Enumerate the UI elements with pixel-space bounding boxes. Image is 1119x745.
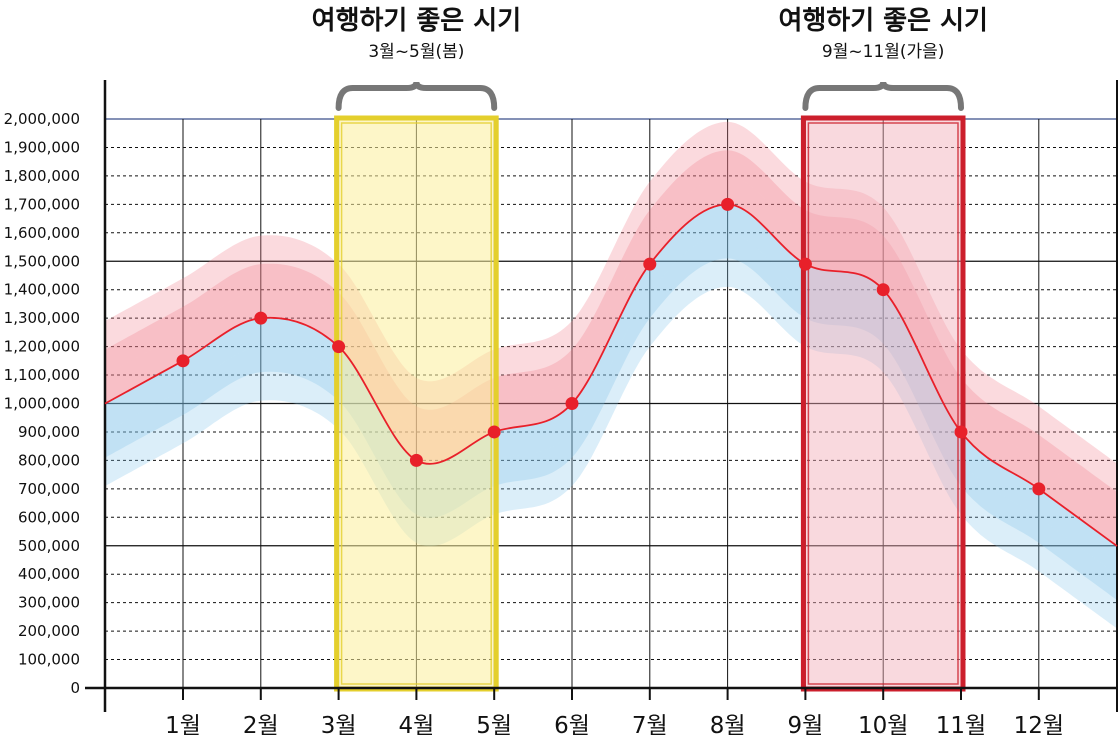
highlight-inner-border [340,122,492,685]
bracket [802,81,964,111]
red-band [105,150,1117,518]
y-tick-label: 1,700,000 [4,195,80,213]
series-line [104,203,1118,547]
x-tick-label: 4월 [399,713,435,739]
y-tick-label: 400,000 [18,565,80,583]
y-tick-label: 200,000 [18,622,80,640]
blue-band [105,204,1117,629]
y-tick-label: 500,000 [18,537,80,555]
data-point [876,283,890,297]
data-point [254,311,268,325]
y-tick-label: 1,500,000 [4,252,80,270]
y-tick-label: 1,600,000 [4,224,80,242]
y-tick-label: 100,000 [18,651,80,669]
data-point [176,354,190,368]
x-tick-label: 1월 [165,713,201,739]
x-tick-label: 7월 [632,713,668,739]
y-tick-label: 1,800,000 [4,167,80,185]
x-tick-label: 12월 [1014,713,1064,739]
data-point [565,397,579,410]
data-point [332,340,346,354]
red-band [105,175,1117,546]
data-point [954,425,968,439]
labels: 여행하기 좋은 시기 3월~5월(봄) 여행하기 좋은 시기 9월~11월(가을) 0 1… [4,6,1064,739]
highlight-subtitle: 3월~5월(봄) [368,42,464,62]
data-point [1032,482,1046,496]
y-tick-label: 1,900,000 [4,138,80,156]
y-tick-label: 600,000 [18,508,80,526]
axes [85,80,1118,712]
bracket [335,81,498,111]
highlight-title: 여행하기 좋은 시기 [778,6,987,36]
y-tick-label: 2,000,000 [4,110,80,128]
y-tick-label: 1,400,000 [4,281,80,299]
highlight-region [334,115,499,692]
data-point [721,197,735,211]
y-tick-label: 0 [70,679,80,697]
x-tick-label: 2월 [243,713,279,739]
data-point [798,257,812,271]
y-tick-label: 800,000 [18,451,80,469]
data-point [643,257,657,271]
y-tick-label: 1,200,000 [4,338,80,356]
y-tick-label: 1,000,000 [4,395,80,413]
y-tick-label: 900,000 [18,423,80,441]
y-tick-label: 700,000 [18,480,80,498]
x-tick-label: 8월 [710,713,746,739]
x-tick-label: 11월 [936,713,986,739]
series [104,197,1118,547]
blue-band [105,204,1117,575]
x-tick-label: 9월 [788,713,824,739]
highlight-region [800,115,966,692]
data-point [487,425,501,439]
y-tick-label: 1,300,000 [4,309,80,327]
highlight-regions [334,115,966,692]
highlight-inner-border [807,122,959,685]
highlight-title: 여행하기 좋은 시기 [312,6,521,36]
highlight-subtitle: 9월~11월(가을) [822,42,945,62]
y-tick-label: 300,000 [18,594,80,612]
x-tick-label: 10월 [858,713,908,739]
data-point [409,453,423,467]
y-tick-label: 1,100,000 [4,366,80,384]
x-tick-label: 6월 [554,713,590,739]
x-tick-label: 5월 [476,713,512,739]
x-tick-label: 3월 [321,713,357,739]
blue-band [105,232,1117,601]
